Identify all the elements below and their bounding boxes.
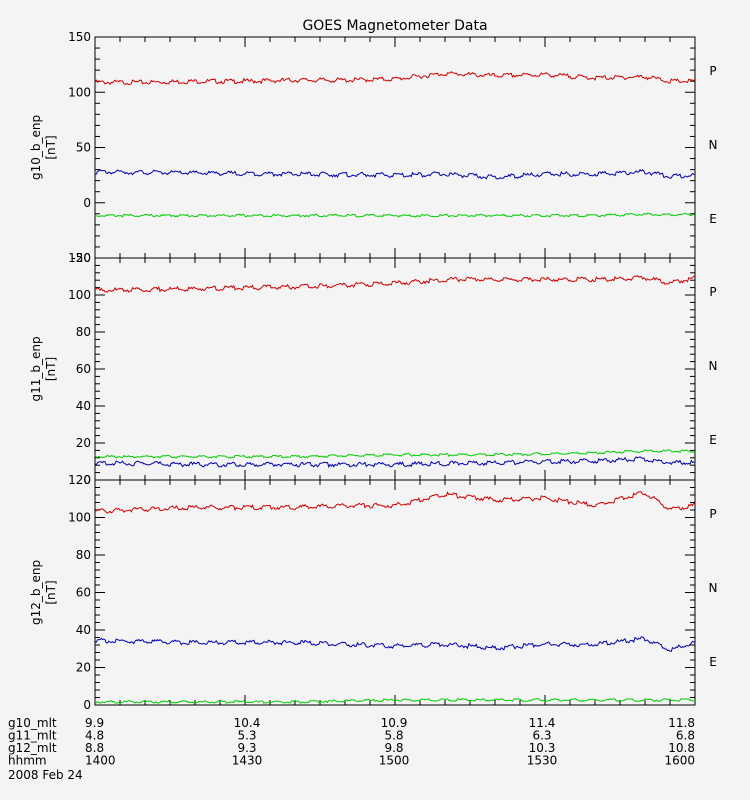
y-tick-label: 0 [83, 698, 91, 712]
y-tick-label: 120 [68, 251, 91, 265]
plot-frame [94, 36, 696, 259]
y-tick-label: 0 [83, 196, 91, 210]
y-tick-label: 50 [76, 141, 91, 155]
footer-row-label: g11_mlt [8, 729, 57, 743]
footer-value: 5.3 [237, 729, 256, 743]
footer-value: 6.8 [676, 729, 695, 743]
y-axis-unit: [nT] [44, 357, 58, 381]
legend-entry-N: N [709, 581, 718, 595]
series-line-E [94, 169, 696, 180]
y-tick-label: 80 [76, 548, 91, 562]
series-line-P [94, 71, 696, 86]
legend-entry-E: E [709, 433, 717, 447]
y-tick-label: 20 [76, 661, 91, 675]
footer-row-label: g10_mlt [8, 716, 57, 730]
footer-value: 11.8 [668, 716, 695, 730]
y-tick-label: -50 [71, 251, 91, 265]
y-tick-label: 40 [76, 623, 91, 637]
legend-entry-N: N [709, 138, 718, 152]
y-axis-unit: [nT] [44, 135, 58, 159]
footer-value: 5.8 [384, 729, 403, 743]
footer-value: 1500 [379, 754, 410, 768]
y-tick-label: 40 [76, 399, 91, 413]
series-line-N [94, 449, 696, 459]
y-tick-label: 0 [83, 473, 91, 487]
panel-g11_b_enp: 0 20 40 60 80 100 120 g11_b_enp [nT] P N E [29, 251, 717, 487]
legend-entry-E: E [709, 212, 717, 226]
y-tick-label: 20 [76, 436, 91, 450]
panel-g10_b_enp: -50 0 50 100 150 g10_b_enp [nT] P N E [29, 30, 717, 265]
footer-value: 1530 [527, 754, 558, 768]
series-line-N [94, 212, 696, 218]
footer-row-label: g12_mlt [8, 741, 57, 755]
legend-entry-E: E [709, 655, 717, 669]
footer-value: 9.9 [85, 716, 104, 730]
y-tick-label: 60 [76, 362, 91, 376]
plot-frame [94, 479, 696, 706]
y-tick-label: 60 [76, 586, 91, 600]
footer-value: 11.4 [529, 716, 556, 730]
chart-title: GOES Magnetometer Data [302, 18, 487, 34]
footer-value: 10.9 [381, 716, 408, 730]
footer-row-label: hhmm [8, 754, 47, 768]
y-axis-label: g10_b_enp [29, 115, 43, 180]
footer-table: g10_mlt 9.9 10.4 10.9 11.4 11.8 g11_mlt 4.8 5.3 5… [8, 716, 695, 782]
y-axis-label: g11_b_enp [29, 336, 43, 401]
footer-value: 9.3 [237, 741, 256, 755]
y-tick-label: 150 [68, 30, 91, 44]
footer-value: 1400 [85, 754, 116, 768]
series-line-E [94, 456, 696, 469]
footer-date: 2008 Feb 24 [8, 768, 83, 782]
y-tick-label: 100 [68, 85, 91, 99]
footer-value: 4.8 [85, 729, 104, 743]
legend-entry-N: N [709, 359, 718, 373]
y-tick-label: 100 [68, 288, 91, 302]
footer-value: 8.8 [85, 741, 104, 755]
legend-entry-P: P [709, 64, 716, 78]
y-tick-label: 80 [76, 325, 91, 339]
footer-value: 6.3 [532, 729, 551, 743]
series-line-P [94, 491, 696, 514]
footer-value: 10.8 [668, 741, 695, 755]
y-axis-unit: [nT] [44, 580, 58, 604]
footer-value: 9.8 [384, 741, 403, 755]
series-line-N [94, 698, 696, 704]
footer-value: 1430 [232, 754, 263, 768]
legend-entry-P: P [709, 285, 716, 299]
y-tick-label: 120 [68, 473, 91, 487]
y-axis-label: g12_b_enp [29, 560, 43, 625]
footer-value: 1600 [664, 754, 695, 768]
footer-value: 10.4 [234, 716, 261, 730]
y-tick-label: 100 [68, 511, 91, 525]
footer-value: 10.3 [529, 741, 556, 755]
series-line-P [94, 274, 696, 293]
legend-entry-P: P [709, 507, 716, 521]
panel-g12_b_enp: 0 20 40 60 80 100 120 g12_b_enp [nT] P N E [29, 473, 717, 712]
series-line-E [94, 636, 696, 652]
